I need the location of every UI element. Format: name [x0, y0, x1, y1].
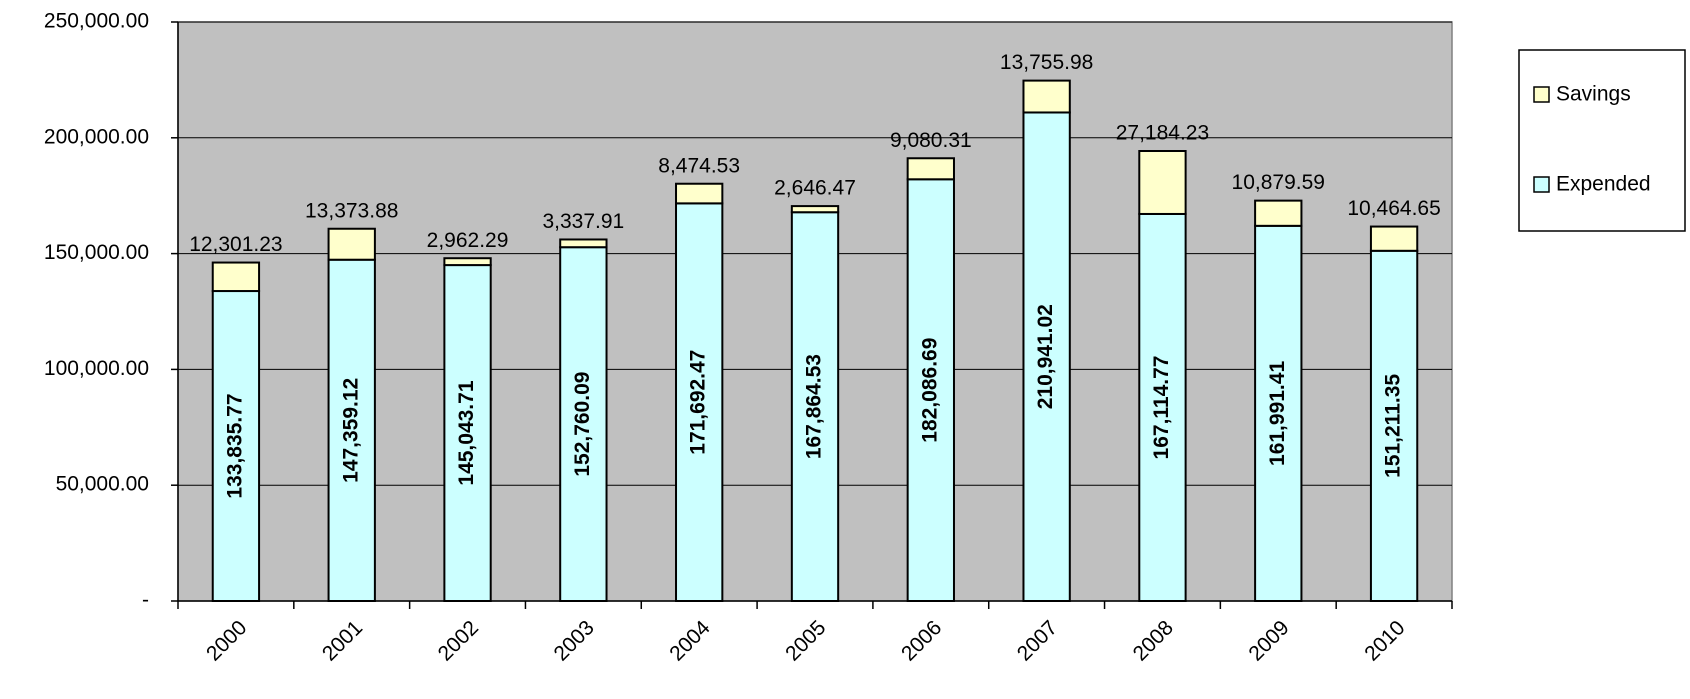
bar	[675, 202, 724, 603]
value-label: 152,760.09	[571, 372, 594, 477]
value-label: 27,184.23	[1116, 122, 1209, 145]
x-tick-label: 2002	[434, 616, 483, 665]
x-tick-label: 2003	[550, 616, 599, 665]
value-label: 210,941.02	[1034, 304, 1057, 409]
bar	[211, 261, 261, 293]
y-tick-label: 100,000.00	[44, 357, 149, 380]
bar	[1254, 224, 1303, 603]
y-tick-label: 200,000.00	[44, 125, 149, 148]
bar	[675, 182, 724, 205]
value-label: 2,646.47	[774, 177, 856, 200]
value-label: 151,211.35	[1382, 374, 1405, 478]
value-label: 133,835.77	[223, 393, 246, 498]
bar	[327, 227, 376, 261]
legend-swatch	[1533, 176, 1550, 193]
value-label: 9,080.31	[890, 129, 972, 152]
legend-label: Expended	[1556, 173, 1651, 196]
x-tick-label: 2008	[1129, 616, 1178, 665]
x-tick-label: 2001	[318, 616, 367, 665]
legend-swatch	[1533, 86, 1550, 103]
bar	[790, 211, 840, 603]
bar	[790, 205, 840, 214]
value-label: 13,755.98	[1000, 51, 1093, 74]
y-tick-label: 150,000.00	[44, 241, 149, 264]
value-label: 145,043.71	[455, 380, 478, 485]
bar	[443, 257, 492, 267]
value-label: 13,373.88	[305, 199, 398, 222]
bar	[559, 246, 608, 602]
bar	[559, 238, 608, 249]
value-label: 10,879.59	[1232, 171, 1325, 194]
value-label: 3,337.91	[542, 210, 624, 233]
x-tick-label: 2010	[1360, 616, 1409, 665]
value-label: 167,114.77	[1150, 356, 1173, 460]
value-label: 161,991.41	[1266, 361, 1289, 466]
x-tick-label: 2006	[897, 616, 946, 665]
value-label: 182,086.69	[918, 338, 941, 443]
bar	[1022, 111, 1071, 602]
value-label: 10,464.65	[1347, 197, 1440, 220]
bar	[906, 157, 955, 181]
x-tick-label: 2000	[202, 616, 251, 665]
x-tick-label: 2007	[1013, 616, 1062, 665]
x-tick-label: 2005	[781, 616, 830, 665]
bar	[327, 258, 376, 602]
y-tick-label: 50,000.00	[56, 473, 149, 496]
y-tick-label: 250,000.00	[44, 10, 149, 33]
bar	[1369, 225, 1419, 252]
x-tick-label: 2009	[1244, 616, 1293, 665]
value-label: 171,692.47	[687, 350, 710, 455]
bar	[443, 264, 492, 602]
x-tick-label: 2004	[665, 616, 715, 666]
y-tick-label: -	[142, 589, 149, 612]
value-label: 2,962.29	[427, 229, 509, 252]
legend-box	[1518, 49, 1686, 232]
value-label: 167,864.53	[803, 354, 826, 459]
bar	[1022, 79, 1071, 114]
legend-label: Savings	[1556, 83, 1631, 106]
value-label: 8,474.53	[658, 154, 740, 177]
value-label: 147,359.12	[339, 378, 362, 483]
value-label: 12,301.23	[189, 233, 282, 256]
bar	[1138, 150, 1187, 215]
bar	[1138, 212, 1187, 602]
bar	[1254, 199, 1303, 227]
bar	[1369, 249, 1419, 602]
bar	[211, 290, 261, 602]
